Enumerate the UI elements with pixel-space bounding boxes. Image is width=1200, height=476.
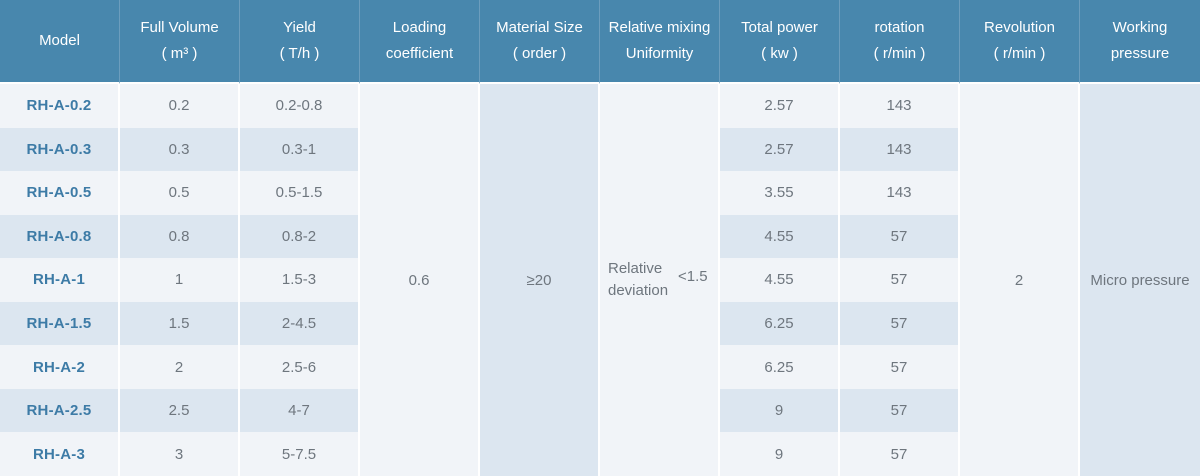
full-volume-cell: 0.2 xyxy=(120,84,240,128)
full-volume-cell: 0.5 xyxy=(120,171,240,215)
col-header-working-pressure: Working pressure xyxy=(1080,0,1200,84)
full-volume-cell: 0.3 xyxy=(120,127,240,172)
col-header-material-size: Material Size ( order ) xyxy=(480,0,600,84)
col-header-line: Total power xyxy=(741,18,818,36)
col-header-total-power: Total power ( kw ) xyxy=(720,0,840,84)
col-header-line: coefficient xyxy=(385,45,454,62)
total-power-cell: 6.25 xyxy=(720,345,840,389)
total-power-cell: 4.55 xyxy=(720,258,840,302)
rotation-cell: 57 xyxy=(840,301,960,346)
col-header-revolution: Revolution ( r/min ) xyxy=(960,0,1080,84)
full-volume-cell: 2.5 xyxy=(120,388,240,433)
col-header-line: ( m³ ) xyxy=(161,45,198,62)
model-cell: RH-A-0.2 xyxy=(0,84,120,128)
rotation-cell: 143 xyxy=(840,84,960,128)
col-header-line: Material Size xyxy=(496,18,583,36)
yield-cell: 5-7.5 xyxy=(240,432,360,476)
full-volume-cell: 0.8 xyxy=(120,214,240,259)
col-header-line: rotation xyxy=(874,18,925,36)
total-power-cell: 3.55 xyxy=(720,171,840,215)
model-cell: RH-A-0.5 xyxy=(0,171,120,215)
working-pressure-cell: Micro pressure xyxy=(1080,84,1200,476)
model-cell: RH-A-0.8 xyxy=(0,214,120,259)
model-cell: RH-A-1.5 xyxy=(0,301,120,346)
mixing-uniformity-value: <1.5 xyxy=(678,267,708,285)
col-header-full-volume: Full Volume ( m³ ) xyxy=(120,0,240,84)
col-header-yield: Yield ( T/h ) xyxy=(240,0,360,84)
mixing-uniformity-label: Relative deviation xyxy=(608,259,669,300)
rotation-cell: 143 xyxy=(840,171,960,215)
yield-cell: 2.5-6 xyxy=(240,345,360,389)
yield-cell: 0.2-0.8 xyxy=(240,84,360,128)
col-header-line: Full Volume xyxy=(140,18,219,36)
rotation-cell: 57 xyxy=(840,214,960,259)
col-header-line: ( kw ) xyxy=(761,45,798,62)
total-power-cell: 9 xyxy=(720,432,840,476)
full-volume-cell: 1.5 xyxy=(120,301,240,346)
total-power-cell: 9 xyxy=(720,388,840,433)
col-header-rotation: rotation ( r/min ) xyxy=(840,0,960,84)
model-cell: RH-A-3 xyxy=(0,432,120,476)
col-header-line: ( order ) xyxy=(512,45,567,62)
col-header-model: Model xyxy=(0,0,120,84)
model-cell: RH-A-2 xyxy=(0,345,120,389)
loading-coefficient-cell: 0.6 xyxy=(360,84,480,476)
col-header-line: Relative mixing xyxy=(608,18,711,36)
total-power-cell: 2.57 xyxy=(720,84,840,128)
col-header-loading-coefficient: Loading coefficient xyxy=(360,0,480,84)
model-cell: RH-A-1 xyxy=(0,258,120,302)
revolution-cell: 2 xyxy=(960,84,1080,476)
model-cell: RH-A-2.5 xyxy=(0,388,120,433)
col-header-line: Model xyxy=(39,31,80,49)
col-header-line: ( r/min ) xyxy=(873,45,926,62)
full-volume-cell: 1 xyxy=(120,258,240,302)
rotation-cell: 57 xyxy=(840,345,960,389)
col-header-line: Loading xyxy=(392,18,447,36)
full-volume-cell: 3 xyxy=(120,432,240,476)
yield-cell: 0.5-1.5 xyxy=(240,171,360,215)
col-header-line: Revolution xyxy=(984,18,1055,36)
rotation-cell: 57 xyxy=(840,258,960,302)
col-header-line: Yield xyxy=(283,18,316,36)
full-volume-cell: 2 xyxy=(120,345,240,389)
rotation-cell: 143 xyxy=(840,127,960,172)
rotation-cell: 57 xyxy=(840,432,960,476)
yield-cell: 1.5-3 xyxy=(240,258,360,302)
col-header-line: pressure xyxy=(1110,45,1170,62)
col-header-line: Uniformity xyxy=(625,45,694,62)
total-power-cell: 2.57 xyxy=(720,127,840,172)
rotation-cell: 57 xyxy=(840,388,960,433)
col-header-mixing-uniformity: Relative mixing Uniformity xyxy=(600,0,720,84)
total-power-cell: 4.55 xyxy=(720,214,840,259)
col-header-line: ( r/min ) xyxy=(993,45,1046,62)
material-size-cell: ≥20 xyxy=(480,84,600,476)
total-power-cell: 6.25 xyxy=(720,301,840,346)
col-header-line: ( T/h ) xyxy=(279,45,320,62)
col-header-line: Working xyxy=(1112,18,1168,36)
yield-cell: 4-7 xyxy=(240,388,360,433)
mixing-uniformity-cell: Relative deviation <1.5 xyxy=(600,84,720,476)
yield-cell: 0.8-2 xyxy=(240,214,360,259)
yield-cell: 0.3-1 xyxy=(240,127,360,172)
model-cell: RH-A-0.3 xyxy=(0,127,120,172)
yield-cell: 2-4.5 xyxy=(240,301,360,346)
